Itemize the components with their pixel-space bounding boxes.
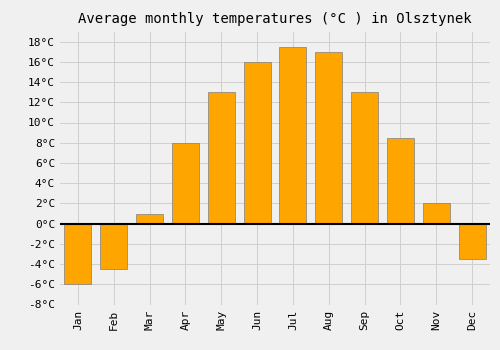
Bar	[172, 143, 199, 224]
Bar	[64, 224, 92, 284]
Bar	[351, 92, 378, 224]
Bar	[208, 92, 234, 224]
Bar	[136, 214, 163, 224]
Bar	[316, 52, 342, 224]
Bar	[244, 62, 270, 224]
Bar	[100, 224, 127, 269]
Title: Average monthly temperatures (°C ) in Olsztynek: Average monthly temperatures (°C ) in Ol…	[78, 12, 472, 26]
Bar	[280, 47, 306, 224]
Bar	[387, 138, 414, 224]
Bar	[423, 203, 450, 224]
Bar	[458, 224, 485, 259]
